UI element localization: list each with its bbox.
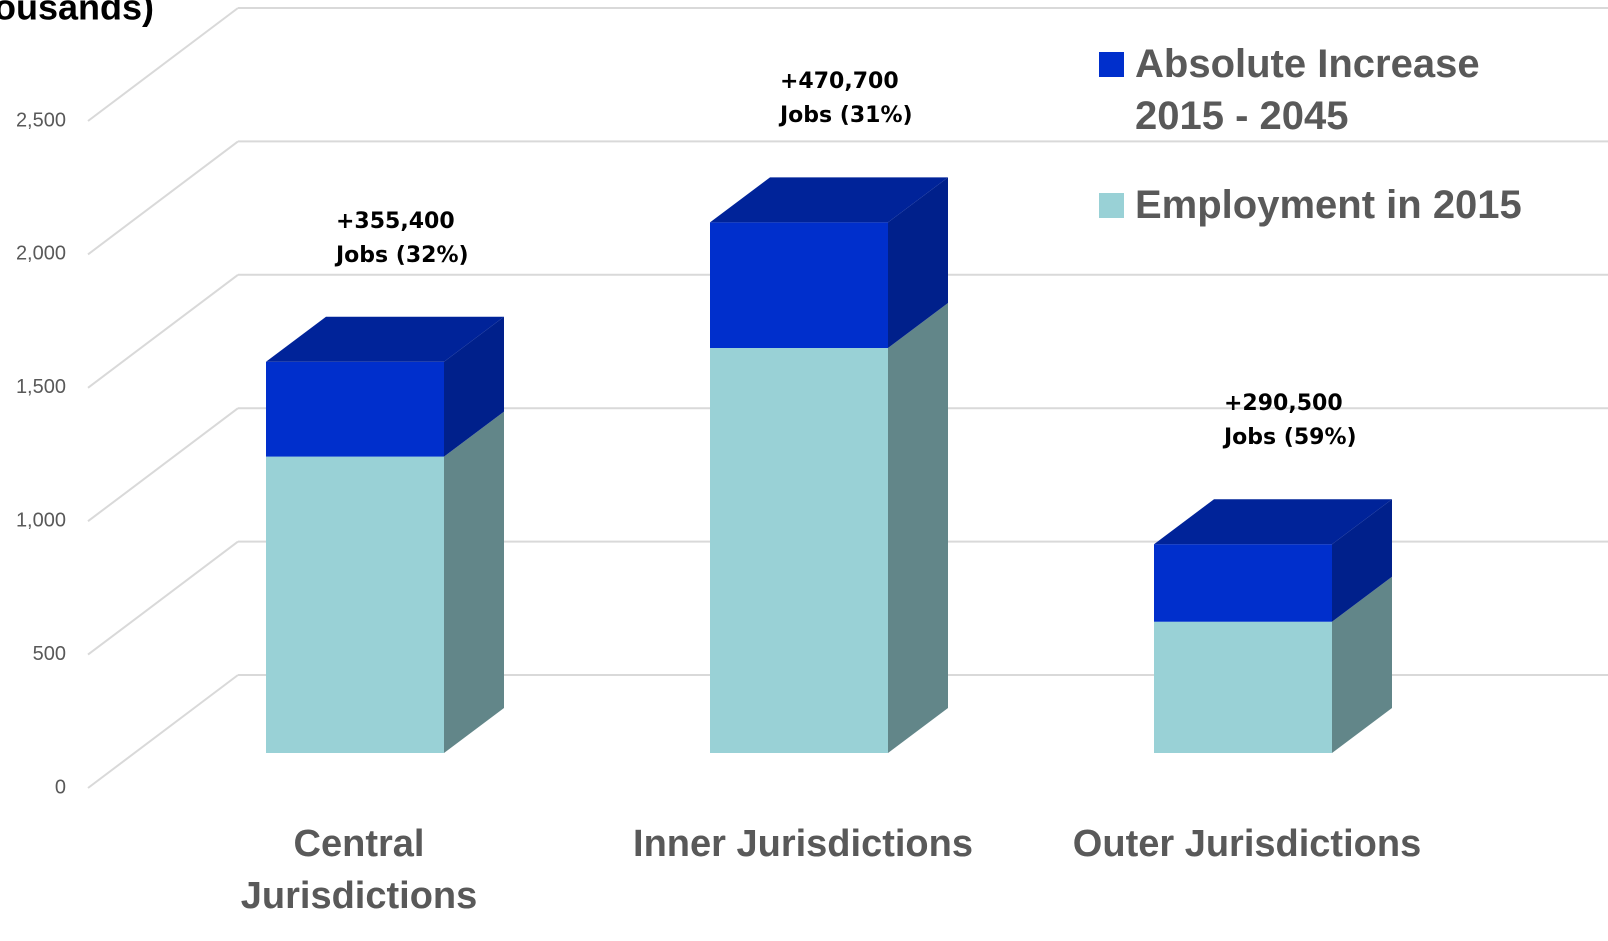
- y-tick-label: 1,000: [16, 509, 66, 531]
- x-tick-label: Outer Jurisdictions: [1072, 823, 1422, 865]
- data-label: +470,700 Jobs (31%): [780, 69, 913, 129]
- bar: [710, 222, 888, 348]
- grid-line-side: [87, 540, 239, 656]
- grid-line-side: [87, 274, 239, 389]
- bar: [1154, 544, 1332, 622]
- bar: [266, 456, 444, 753]
- bar-side: [444, 411, 504, 753]
- grid-line-side: [87, 140, 239, 256]
- chart-title: ousands): [0, 0, 154, 28]
- x-tick-label: Central Jurisdictions: [240, 823, 478, 917]
- bar-side: [1332, 576, 1392, 753]
- bar-side: [888, 177, 948, 348]
- bar-top: [266, 316, 504, 362]
- legend-swatch: [1099, 193, 1124, 218]
- y-tick-label: 2,500: [16, 109, 66, 131]
- bar: [1154, 621, 1332, 753]
- bar: [266, 361, 444, 457]
- y-tick-label: 1,500: [16, 376, 66, 398]
- y-tick-label: 2,000: [16, 243, 66, 265]
- bar-top: [1154, 499, 1392, 545]
- grid-line-side: [87, 7, 239, 122]
- bar-side: [444, 316, 504, 457]
- bar: [710, 347, 888, 753]
- legend-label: Employment in 2015: [1135, 183, 1522, 227]
- data-label: +355,400 Jobs (32%): [336, 208, 469, 268]
- legend-swatch: [1099, 52, 1124, 77]
- grid-line-side: [87, 674, 239, 789]
- data-label: +290,500 Jobs (59%): [1224, 391, 1357, 451]
- x-tick-label: Inner Jurisdictions: [633, 823, 973, 865]
- bar-side: [1332, 499, 1392, 622]
- bar-side: [888, 302, 948, 753]
- bar-top: [710, 177, 948, 223]
- grid-line-side: [87, 407, 239, 522]
- legend-label: Absolute Increase 2015 - 2045: [1135, 42, 1480, 138]
- y-tick-label: 0: [55, 776, 66, 798]
- y-tick-label: 500: [33, 643, 66, 665]
